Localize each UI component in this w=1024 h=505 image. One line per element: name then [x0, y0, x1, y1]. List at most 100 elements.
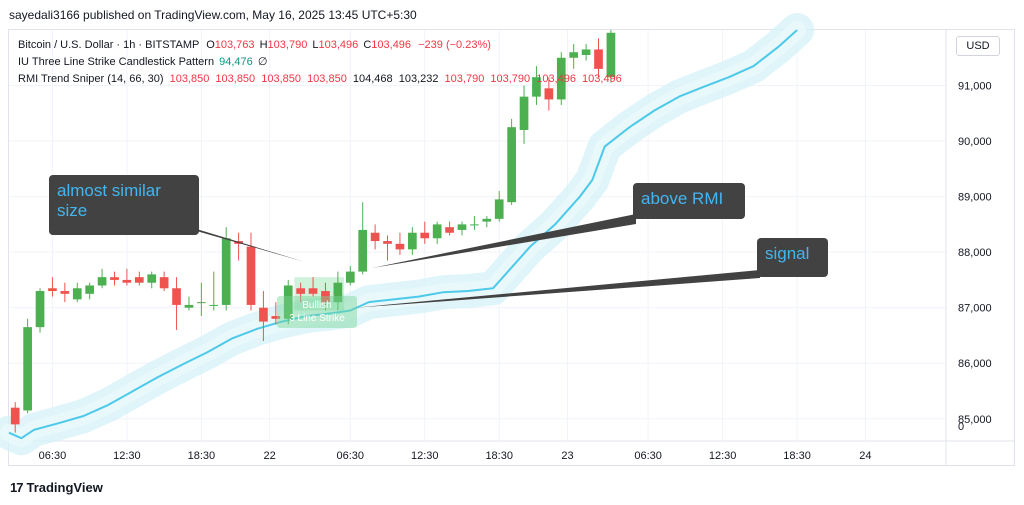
candle — [184, 296, 194, 311]
candle — [271, 302, 281, 325]
indicator2-value: 103,850 — [261, 73, 301, 85]
candle — [408, 227, 417, 255]
candle-body — [184, 304, 194, 308]
x-tick-label: 12:30 — [411, 450, 439, 462]
candle — [432, 221, 442, 244]
callout-above-rmi-text: above RMI — [641, 189, 724, 208]
candle — [594, 38, 603, 78]
indicator2-value: 103,496 — [536, 73, 576, 85]
publisher-line: sayedali3166 published on TradingView.co… — [9, 8, 417, 22]
candle — [370, 224, 380, 250]
chart-legend: Bitcoin / U.S. Dollar · 1h · BITSTAMP O1… — [18, 37, 622, 88]
x-tick-label: 22 — [263, 450, 275, 462]
candle-body — [594, 49, 603, 69]
candle-body — [122, 279, 132, 283]
candle — [296, 282, 305, 303]
candle-body — [519, 96, 529, 130]
candle — [147, 271, 157, 289]
strike-label-line2: 3 Line Strike — [289, 313, 345, 324]
indicator1-value: 94,476 — [219, 56, 253, 68]
candle-body — [321, 291, 330, 303]
candle — [507, 118, 516, 205]
tradingview-logo[interactable]: 17 TradingView — [10, 480, 103, 495]
callout-signal-text: signal — [765, 244, 810, 263]
y-tick-label: 89,000 — [958, 192, 992, 204]
candle-body — [35, 291, 45, 328]
candle-body — [172, 288, 181, 305]
candle-body — [383, 241, 392, 244]
x-tick-label: 18:30 — [485, 450, 513, 462]
legend-low-label: L — [312, 39, 319, 51]
x-tick-label: 18:30 — [783, 450, 811, 462]
candle-body — [10, 407, 20, 425]
x-tick-label: 23 — [561, 450, 573, 462]
y-extra-label: 0 — [958, 421, 964, 433]
candle — [10, 402, 20, 433]
candle-body — [221, 238, 231, 305]
candle — [569, 43, 579, 69]
y-tick-label: 87,000 — [958, 303, 992, 315]
tradingview-mark-icon: 17 — [10, 480, 24, 495]
candle-body — [395, 243, 405, 250]
callout-signal: signal — [757, 238, 828, 277]
legend-close-label: C — [363, 39, 372, 51]
candle-body — [494, 199, 504, 219]
candle-body — [445, 227, 454, 233]
candle-body — [432, 224, 442, 239]
candle — [172, 277, 181, 330]
legend-symbol: Bitcoin / U.S. Dollar · 1h · BITSTAMP — [18, 39, 200, 51]
legend-symbol-row: Bitcoin / U.S. Dollar · 1h · BITSTAMP O1… — [18, 37, 622, 54]
strike-label-line1: Bullish — [302, 300, 332, 311]
candle — [23, 318, 32, 414]
callout-similar-size: almost similar size — [49, 175, 199, 235]
candle — [246, 232, 256, 311]
indicator2-value: 103,850 — [169, 73, 210, 85]
legend-close-value: 103,496 — [371, 39, 412, 51]
candle-body — [259, 307, 268, 322]
pointer-above-rmi — [372, 214, 636, 268]
candle — [395, 232, 405, 255]
candle — [420, 221, 430, 244]
legend-indicator1-row: IU Three Line Strike Candlestick Pattern… — [18, 54, 622, 71]
candle-body — [532, 77, 541, 97]
candle-body — [420, 232, 430, 239]
candle-body — [283, 285, 293, 319]
candle — [110, 271, 119, 286]
legend-indicator2-row: RMI Trend Sniper (14, 66, 30) 103,850 10… — [18, 71, 622, 88]
candle-body — [408, 232, 417, 250]
callout-similar-size-text: almost similar size — [57, 181, 161, 220]
indicator2-name[interactable]: RMI Trend Sniper (14, 66, 30) — [18, 73, 164, 85]
rmi-line-group — [8, 29, 798, 440]
candle — [283, 279, 293, 325]
candle — [35, 288, 45, 333]
candle-body — [246, 246, 256, 305]
candle — [532, 66, 541, 105]
y-tick-label: 85,000 — [958, 414, 992, 426]
rmi-trend-line — [8, 29, 798, 440]
y-tick-label: 88,000 — [958, 247, 992, 259]
indicator2-value: 103,790 — [490, 73, 531, 85]
x-tick-label: 06:30 — [337, 450, 365, 462]
chart-frame — [8, 29, 1015, 466]
candle-body — [370, 232, 380, 242]
candle — [308, 277, 318, 297]
y-tick-label: 91,000 — [958, 81, 992, 93]
candle — [48, 277, 57, 297]
candle-body — [271, 316, 281, 319]
candle — [581, 43, 591, 61]
candle — [197, 282, 206, 317]
candle — [321, 282, 330, 311]
candle-body — [97, 277, 107, 286]
y-tick-label: 90,000 — [958, 136, 992, 148]
tradingview-brand: TradingView — [26, 480, 103, 495]
indicator1-name[interactable]: IU Three Line Strike Candlestick Pattern — [18, 56, 215, 68]
candle-body — [197, 302, 206, 304]
indicator1-extra: ∅ — [257, 56, 268, 68]
candle-body — [345, 271, 355, 283]
candle — [445, 221, 454, 236]
currency-button[interactable]: USD — [956, 36, 1000, 56]
candle — [556, 52, 566, 105]
candle-body — [606, 32, 616, 78]
x-tick-label: 24 — [859, 450, 871, 462]
